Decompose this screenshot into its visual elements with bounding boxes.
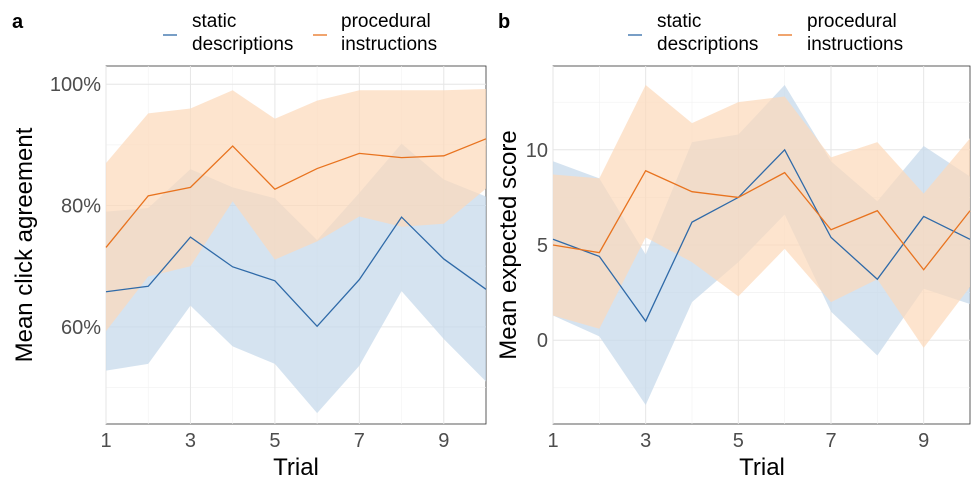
- y-tick-label: 60%: [61, 317, 101, 339]
- legend-b-item-static: static descriptions: [628, 11, 758, 55]
- legend-a-item-procedural: procedural instructions: [313, 11, 437, 55]
- series-line-static: [552, 148, 971, 323]
- y-tick-label: 0: [537, 330, 548, 352]
- confidence-bands-b: [553, 85, 970, 405]
- legend-b: static descriptions procedural instructi…: [628, 11, 903, 55]
- series-line-procedural: [105, 138, 487, 248]
- legend-b-static-label-line2: descriptions: [657, 34, 758, 55]
- x-axis-title-a: Trial: [273, 454, 319, 477]
- panel-a: a static descriptions procedural instruc…: [11, 11, 487, 477]
- legend-b-procedural-label-line1: procedural: [807, 11, 897, 32]
- legend-b-procedural-label-line2: instructions: [807, 34, 903, 55]
- y-tick-label: 100%: [50, 74, 101, 96]
- x-tick-label: 7: [354, 430, 365, 452]
- x-tick-label: 1: [100, 430, 111, 452]
- y-axis-title-b: Mean expected score: [495, 130, 522, 359]
- x-axis-title-b: Trial: [739, 454, 785, 477]
- y-tick-label: 10: [526, 140, 548, 162]
- y-tick-labels-a: 60% 80% 100%: [50, 74, 101, 339]
- legend-a-static-label-line1: static: [192, 11, 236, 32]
- series-lines-a: [105, 138, 487, 328]
- y-tick-label: 80%: [61, 196, 101, 218]
- series-line-static: [105, 216, 487, 328]
- x-tick-label: 9: [918, 430, 929, 452]
- legend-a-procedural-label-line2: instructions: [341, 34, 437, 55]
- legend-b-static-label-line1: static: [657, 11, 701, 32]
- legend-b-item-procedural: procedural instructions: [778, 11, 903, 55]
- series-lines-b: [552, 148, 971, 323]
- x-tick-label: 1: [547, 430, 558, 452]
- series-line-procedural: [552, 169, 971, 271]
- x-tick-labels-a: 1 3 5 7 9: [100, 430, 449, 452]
- y-tick-label: 5: [537, 235, 548, 257]
- legend-a-procedural-label-line1: procedural: [341, 11, 431, 32]
- x-tick-labels-b: 1 3 5 7 9: [547, 430, 929, 452]
- x-tick-label: 7: [825, 430, 836, 452]
- legend-a: static descriptions procedural instructi…: [163, 11, 437, 55]
- x-tick-label: 5: [733, 430, 744, 452]
- confidence-band-procedural: [106, 89, 486, 332]
- confidence-band-static: [553, 85, 970, 405]
- panel-b-letter: b: [498, 11, 510, 33]
- x-tick-label: 9: [438, 430, 449, 452]
- x-tick-label: 3: [185, 430, 196, 452]
- panel-a-letter: a: [12, 11, 24, 33]
- legend-a-item-static: static descriptions: [163, 11, 293, 55]
- confidence-band-procedural: [553, 85, 970, 348]
- y-axis-title-a: Mean click agreement: [11, 127, 38, 362]
- x-tick-label: 5: [269, 430, 280, 452]
- x-tick-label: 3: [640, 430, 651, 452]
- confidence-bands-a: [106, 89, 486, 414]
- legend-a-static-label-line2: descriptions: [192, 34, 293, 55]
- y-tick-labels-b: 0 5 10: [526, 140, 548, 352]
- panel-b: b static descriptions procedural instruc…: [495, 11, 971, 477]
